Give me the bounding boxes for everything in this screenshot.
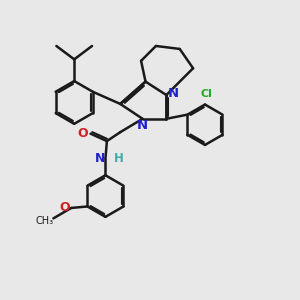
Text: N: N [95, 152, 105, 165]
Text: N: N [167, 87, 178, 100]
Text: CH₃: CH₃ [35, 216, 53, 226]
Text: Cl: Cl [200, 89, 212, 99]
Text: H: H [114, 152, 124, 165]
Text: O: O [59, 202, 70, 214]
Text: O: O [77, 127, 88, 140]
Text: N: N [137, 119, 148, 132]
